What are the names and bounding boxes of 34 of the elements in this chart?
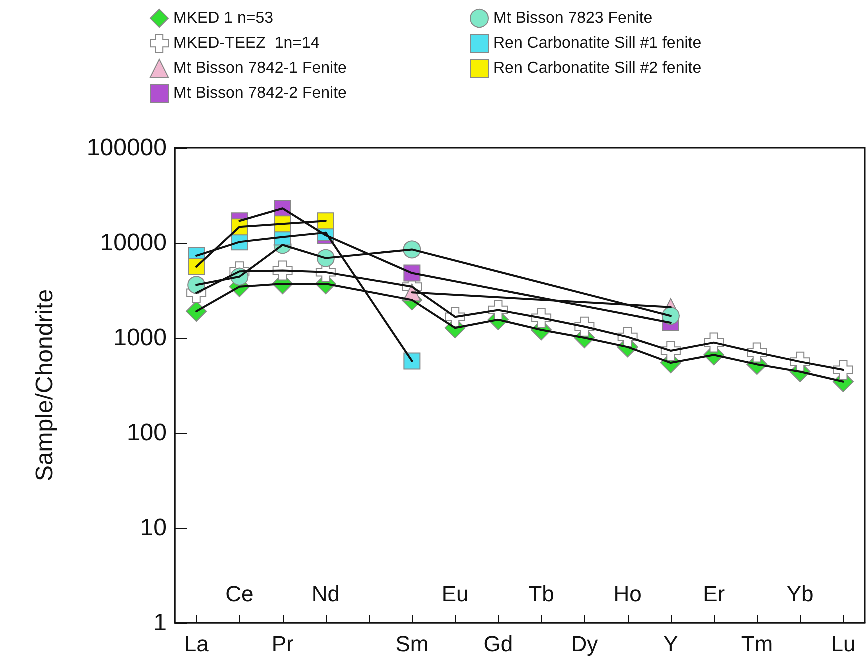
- x-tick-label: Dy: [571, 632, 598, 656]
- point: [186, 301, 208, 322]
- x-tick-label: Ho: [614, 582, 642, 606]
- legend-label: Mt Bisson 7823 Fenite: [494, 10, 653, 27]
- x-tick-label: Sm: [396, 632, 429, 656]
- x-tick-label: Eu: [442, 582, 469, 606]
- x-tick-label: Gd: [484, 632, 514, 656]
- x-tick-label: Tb: [528, 582, 554, 606]
- x-tick-label: La: [184, 632, 210, 656]
- point: [404, 352, 421, 370]
- point: [188, 258, 206, 276]
- x-tick-label: Tm: [741, 632, 774, 656]
- y-tick-label: 1: [154, 610, 167, 636]
- point: [317, 212, 334, 230]
- y-tick-label: 10000: [100, 230, 167, 256]
- y-tick-label: 1000: [114, 324, 167, 352]
- x-tick-label: Y: [664, 632, 679, 656]
- x-tick-label: Lu: [831, 632, 856, 656]
- x-tick-label: Er: [703, 582, 726, 606]
- legend-label: Ren Carbonatite Sill #2 fenite: [494, 60, 702, 77]
- legend-label: Mt Bisson 7842-2 Fenite: [174, 85, 348, 102]
- y-axis-title: Sample/Chondrite: [32, 289, 58, 482]
- y-tick-label: 10: [140, 514, 167, 542]
- legend-label: MKED-TEEZ 1n=14: [174, 35, 320, 52]
- x-tick-label: Pr: [272, 632, 294, 656]
- x-tick-label: Ce: [226, 582, 254, 606]
- x-tick-label: Nd: [312, 582, 340, 606]
- y-tick-label: 100000: [86, 134, 167, 162]
- point: [833, 360, 854, 380]
- legend-label: Mt Bisson 7842-1 Fenite: [174, 60, 348, 77]
- legend-label: Ren Carbonatite Sill #1 fenite: [494, 35, 702, 52]
- legend-label: MKED 1 n=53: [174, 10, 274, 27]
- y-tick-label: 100: [126, 420, 167, 446]
- x-tick-label: Yb: [786, 582, 814, 606]
